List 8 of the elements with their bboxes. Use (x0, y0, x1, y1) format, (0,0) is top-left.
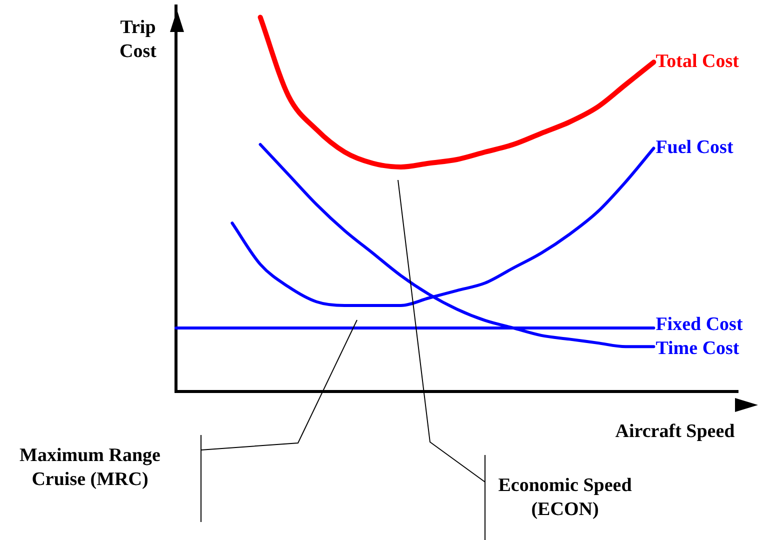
series-label: Fixed Cost (656, 314, 744, 336)
y-axis-title: Trip Cost (118, 16, 158, 64)
x-axis-title: Aircraft Speed (614, 420, 736, 444)
text: Economic Speed (ECON) (497, 474, 633, 522)
text: Maximum Range Cruise (MRC) (18, 444, 162, 492)
series-label: Fuel Cost (656, 137, 734, 158)
series-label: Time Cost (656, 338, 740, 360)
series-label: Total Cost (656, 51, 740, 72)
